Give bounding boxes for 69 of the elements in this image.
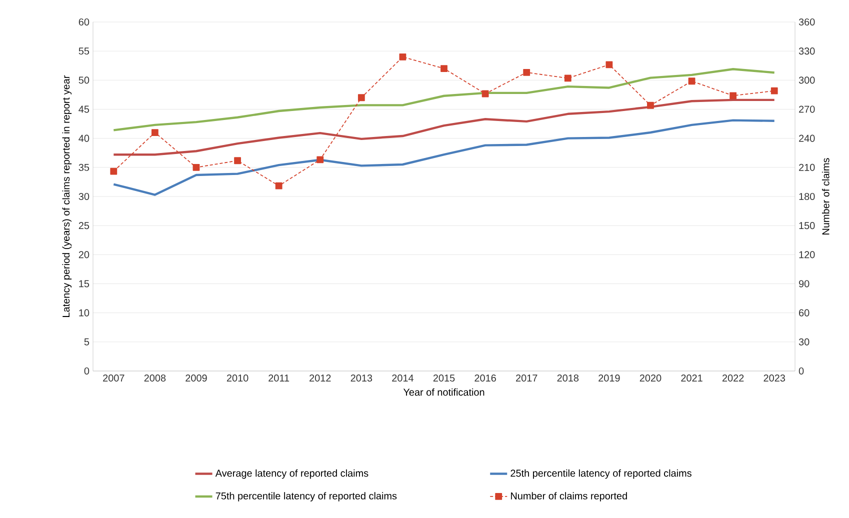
point [358, 94, 365, 102]
point [606, 61, 613, 68]
y-tick-label: 5 [84, 338, 90, 346]
legend-label: 25th percentile latency of reported claims [510, 469, 692, 479]
point [688, 78, 696, 85]
point [482, 90, 489, 98]
y-tick-label: 20 [78, 251, 90, 258]
y-axis-title: Latency period (years) of claims reported in report year [62, 75, 72, 317]
y2-tick-label: 90 [798, 280, 810, 288]
x-tick-label: 2021 [681, 374, 702, 382]
y-tick-label: 40 [78, 134, 90, 142]
point [151, 129, 158, 136]
x-tick-label: 2015 [433, 374, 455, 382]
x-tick-label: 2016 [474, 374, 496, 382]
x-tick-label: 2008 [144, 374, 166, 382]
y2-axis-title: Number of claims [822, 158, 830, 234]
point [234, 157, 241, 164]
x-tick-label: 2019 [598, 374, 620, 382]
line-series [112, 68, 776, 132]
x-tick-label: 2011 [268, 374, 290, 382]
y2-tick-label: 210 [799, 164, 815, 171]
x-tick-label: 2018 [557, 374, 579, 382]
y-tick-label: 35 [78, 164, 90, 171]
point [770, 87, 778, 94]
y-tick-label: 30 [78, 192, 90, 200]
y-tick-label: 45 [78, 106, 90, 113]
legend-label: Number of claims reported [511, 492, 627, 502]
point [647, 102, 654, 109]
y-tick-label: 0 [84, 367, 90, 375]
point [399, 53, 406, 60]
x-axis-title: Year of notification [403, 388, 484, 396]
point [730, 92, 737, 100]
point [110, 168, 118, 175]
y-tick-label: 55 [78, 48, 90, 55]
y2-tick-label: 30 [798, 338, 810, 346]
y2-tick-label: 0 [798, 367, 804, 375]
point [523, 68, 530, 76]
y-tick-label: 10 [79, 309, 90, 316]
y2-tick-label: 240 [799, 134, 815, 142]
y2-tick-label: 150 [799, 222, 815, 230]
y2-tick-label: 180 [799, 192, 815, 200]
x-tick-label: 2012 [310, 374, 331, 382]
point [440, 65, 448, 72]
point [275, 182, 282, 190]
x-tick-label: 2023 [764, 374, 786, 382]
legend-label: Average latency of reported claims [215, 469, 368, 479]
point [564, 74, 572, 82]
x-tick-label: 2022 [722, 374, 744, 382]
legend-label: 75th percentile latency of reported claims [216, 492, 397, 502]
y-tick-label: 60 [78, 18, 90, 26]
y2-tick-label: 330 [798, 48, 815, 55]
y2-tick-label: 270 [799, 106, 815, 113]
x-tick-label: 2007 [103, 374, 124, 382]
x-tick-label: 2013 [350, 374, 372, 382]
x-tick-label: 2017 [516, 374, 538, 382]
line-series [112, 119, 776, 196]
y2-tick-label: 360 [798, 18, 815, 26]
y-tick-label: 50 [78, 76, 90, 84]
point [192, 164, 200, 171]
y2-tick-label: 120 [799, 251, 815, 258]
x-tick-label: 2010 [226, 374, 248, 382]
y2-tick-label: 300 [798, 76, 815, 84]
y-tick-label: 15 [79, 280, 90, 288]
x-tick-label: 2014 [392, 374, 414, 382]
y2-tick-label: 60 [799, 309, 810, 316]
x-tick-label: 2020 [640, 374, 662, 382]
point [316, 156, 324, 164]
x-tick-label: 2009 [186, 374, 207, 382]
y-tick-label: 25 [78, 222, 90, 230]
